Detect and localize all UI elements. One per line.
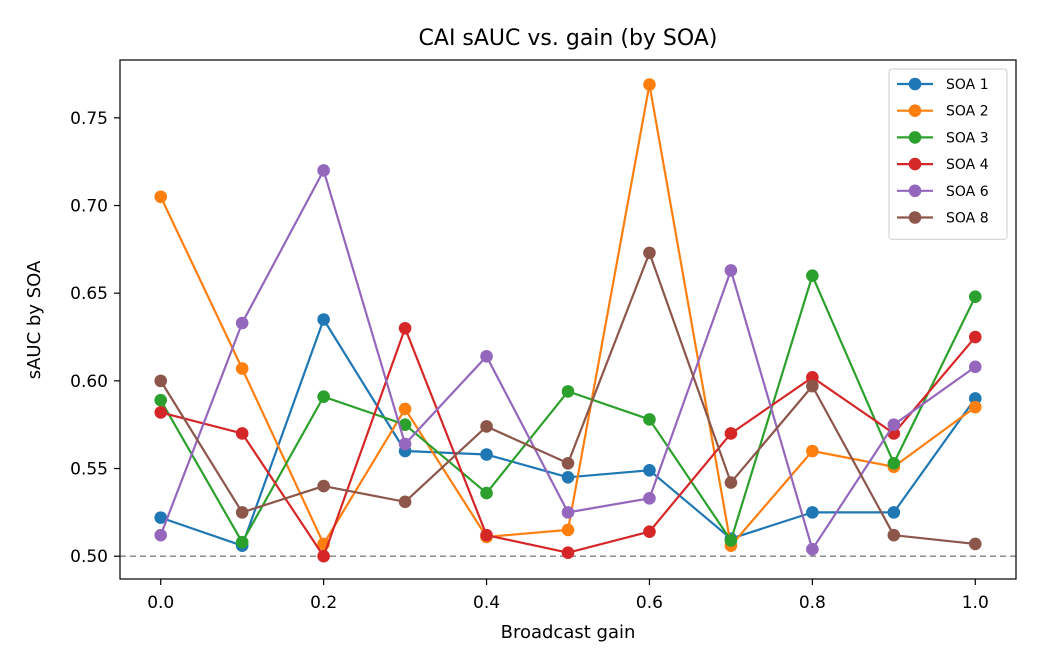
data-point xyxy=(317,479,330,493)
data-point xyxy=(806,269,819,282)
y-axis-label: sAUC by SOA xyxy=(24,260,45,379)
data-point xyxy=(154,528,168,542)
chart-title: CAI sAUC vs. gain (by SOA) xyxy=(419,26,718,51)
data-point xyxy=(887,456,901,470)
data-point xyxy=(561,385,575,398)
data-point xyxy=(724,476,738,489)
data-point xyxy=(643,463,656,477)
data-point xyxy=(480,420,493,433)
data-point xyxy=(968,330,982,344)
data-point xyxy=(154,393,168,407)
x-tick-label: 0.2 xyxy=(310,593,337,613)
data-point xyxy=(643,413,656,426)
data-point xyxy=(398,495,412,509)
legend-marker xyxy=(908,157,922,171)
data-point xyxy=(806,506,819,519)
data-point xyxy=(480,448,493,461)
data-point xyxy=(561,523,575,537)
data-point xyxy=(968,290,982,304)
data-point xyxy=(806,444,819,458)
data-point xyxy=(398,418,412,432)
data-point xyxy=(480,350,493,363)
data-point xyxy=(968,360,982,374)
data-point xyxy=(154,190,168,204)
data-point xyxy=(317,164,330,177)
data-point xyxy=(561,506,575,519)
legend-marker xyxy=(908,211,922,224)
legend-marker xyxy=(908,131,922,144)
data-point xyxy=(806,379,819,393)
data-point xyxy=(154,406,168,419)
series-line-soa-8 xyxy=(159,251,976,546)
data-point xyxy=(154,511,168,524)
data-point xyxy=(235,362,249,375)
y-tick-label: 0.65 xyxy=(70,284,108,304)
y-tick-label: 0.55 xyxy=(70,460,108,480)
data-point xyxy=(968,537,982,551)
data-point xyxy=(480,528,493,542)
data-point xyxy=(968,392,982,405)
data-point xyxy=(317,549,330,563)
data-point xyxy=(561,546,575,559)
legend-label: SOA 6 xyxy=(946,184,989,200)
data-point xyxy=(235,427,249,440)
data-point xyxy=(806,371,819,384)
x-tick-label: 0.6 xyxy=(636,593,663,613)
legend-label: SOA 2 xyxy=(946,104,989,120)
y-tick-label: 0.50 xyxy=(70,547,108,567)
data-point xyxy=(643,78,656,91)
data-point xyxy=(887,528,901,542)
data-point xyxy=(643,492,656,505)
legend-label: SOA 4 xyxy=(946,157,989,173)
y-tick-label: 0.60 xyxy=(70,372,108,392)
data-point xyxy=(561,471,575,484)
plot-area xyxy=(120,78,1016,563)
data-point xyxy=(806,542,819,556)
x-tick-label: 0.0 xyxy=(147,593,174,613)
data-point xyxy=(317,390,330,403)
data-point xyxy=(724,427,738,440)
legend-marker xyxy=(908,184,922,198)
legend-label: SOA 8 xyxy=(946,211,989,227)
data-point xyxy=(724,534,738,547)
x-tick-label: 1.0 xyxy=(962,593,989,613)
series-line-soa-3 xyxy=(159,274,977,544)
data-point xyxy=(968,400,982,414)
data-point xyxy=(317,313,330,326)
data-point xyxy=(561,456,575,470)
data-point xyxy=(724,264,738,277)
y-tick-label: 0.75 xyxy=(70,109,108,129)
legend-marker xyxy=(908,77,922,91)
x-axis-label: Broadcast gain xyxy=(501,622,636,643)
data-point xyxy=(480,486,493,500)
data-point xyxy=(643,246,656,260)
data-point xyxy=(235,535,249,549)
x-tick-label: 0.4 xyxy=(473,593,500,613)
data-point xyxy=(235,506,249,519)
legend: SOA 1 SOA 2 SOA 3 SOA 4 SOA 6 SOA 8 xyxy=(888,68,1008,240)
data-point xyxy=(887,506,901,519)
plot-frame xyxy=(119,59,1017,580)
data-point xyxy=(643,525,656,538)
legend-label: SOA 1 xyxy=(946,77,989,93)
data-point xyxy=(398,321,412,335)
legend-marker xyxy=(908,104,922,117)
series-line-soa-6 xyxy=(159,169,976,551)
data-point xyxy=(235,316,249,330)
y-tick-label: 0.70 xyxy=(70,197,108,217)
data-point xyxy=(154,374,168,388)
x-tick-label: 0.8 xyxy=(799,593,826,613)
data-point xyxy=(398,437,412,451)
data-point xyxy=(887,418,901,432)
data-point xyxy=(398,402,412,416)
series-line-soa-4 xyxy=(160,327,977,558)
legend-label: SOA 3 xyxy=(946,130,989,146)
